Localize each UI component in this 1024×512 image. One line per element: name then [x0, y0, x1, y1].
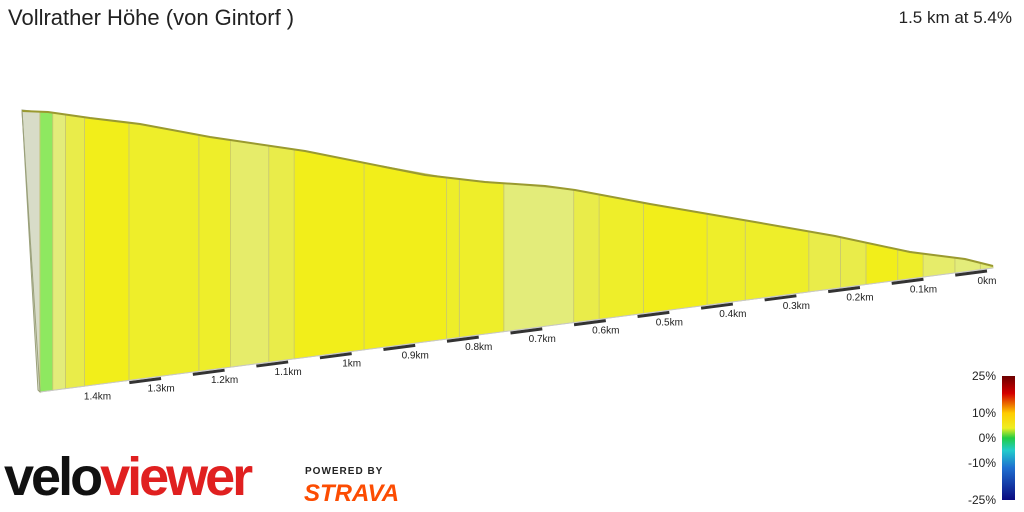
- profile-segment: [503, 182, 575, 333]
- ruler-dash: [637, 310, 670, 318]
- segment-title: Vollrather Höhe (von Gintorf ): [8, 5, 295, 30]
- distance-tick-label: 1.1km: [275, 367, 302, 378]
- logo-viewer: viewer: [100, 447, 253, 507]
- profile-segment: [65, 114, 85, 390]
- gradient-scale-label: -10%: [968, 456, 996, 470]
- profile-segment: [52, 112, 66, 391]
- profile-segment: [744, 219, 810, 301]
- profile-segment: [643, 202, 708, 314]
- distance-tick-label: 0.1km: [910, 284, 937, 295]
- powered-by-label: POWERED BY: [305, 466, 384, 477]
- profile-end-edge: [21, 110, 41, 393]
- distance-tick-label: 0.2km: [846, 293, 873, 304]
- ruler-dash: [510, 327, 543, 335]
- profile-segment: [268, 145, 295, 363]
- strava-logo: STRAVA: [304, 480, 400, 507]
- profile-segment: [39, 111, 54, 393]
- profile-segment: [808, 230, 841, 293]
- distance-tick-label: 1.2km: [211, 375, 238, 386]
- profile-segment: [573, 189, 600, 324]
- gradient-scale-label: 25%: [972, 369, 996, 383]
- gradient-scale-bar: [1002, 376, 1015, 500]
- distance-tick-label: 0.9km: [402, 350, 429, 361]
- ruler-dash: [319, 352, 352, 360]
- profile-segment: [84, 116, 130, 387]
- profile-segment: [363, 162, 448, 351]
- ruler-dash: [129, 376, 162, 385]
- distance-tick-label: 0.7km: [529, 334, 556, 345]
- distance-tick-label: 0km: [978, 276, 997, 287]
- ruler-dash: [383, 343, 416, 352]
- ruler-dash: [827, 286, 861, 294]
- distance-tick-label: 1.3km: [147, 383, 174, 394]
- ruler-dash: [700, 302, 734, 310]
- profile-outline-layer: [21, 110, 994, 393]
- ruler-dash: [573, 319, 606, 327]
- segment-summary: 1.5 km at 5.4%: [898, 8, 1012, 27]
- distance-tick-label: 0.6km: [592, 326, 619, 337]
- ruler-dash: [891, 277, 924, 285]
- distance-tick-label: 0.4km: [719, 309, 746, 320]
- distance-tick-label: 0.3km: [783, 301, 810, 312]
- veloviewer-logo: veloviewer: [4, 446, 253, 508]
- distance-tick-label: 0.5km: [656, 317, 683, 328]
- logo-velo: velo: [4, 447, 103, 507]
- distance-tick-label: 0.8km: [465, 342, 492, 353]
- distance-tick-label: 1.4km: [84, 392, 111, 403]
- profile-segments-layer: [39, 111, 994, 393]
- ruler-dash: [446, 335, 479, 343]
- profile-segment: [198, 134, 232, 372]
- distance-ticks-layer: 0km 0.1km 0.2km 0.3km 0.4km 0.5km 0.6km 0.7km 0.…: [84, 269, 997, 403]
- profile-segment: [706, 213, 746, 306]
- ruler-dash: [256, 360, 289, 368]
- profile-segment: [230, 139, 270, 368]
- profile-top-edge: [21, 110, 994, 267]
- distance-tick-label: 1km: [342, 359, 361, 370]
- profile-segment: [598, 194, 644, 320]
- profile-segment: [293, 148, 365, 360]
- profile-segment: [446, 177, 460, 340]
- profile-segment: [128, 122, 200, 381]
- gradient-scale-label: -25%: [968, 493, 996, 507]
- profile-segment: [840, 236, 867, 289]
- profile-base-edge: [39, 267, 994, 393]
- gradient-scale-label: 0%: [979, 431, 997, 445]
- gradient-scale-layer: 25% 10% 0% -10% -25%: [968, 369, 1015, 507]
- ruler-dash: [955, 269, 988, 277]
- profile-segment: [458, 178, 505, 338]
- gradient-scale-label: 10%: [972, 406, 996, 420]
- ruler-dash: [192, 368, 225, 376]
- ruler-dash: [764, 294, 797, 302]
